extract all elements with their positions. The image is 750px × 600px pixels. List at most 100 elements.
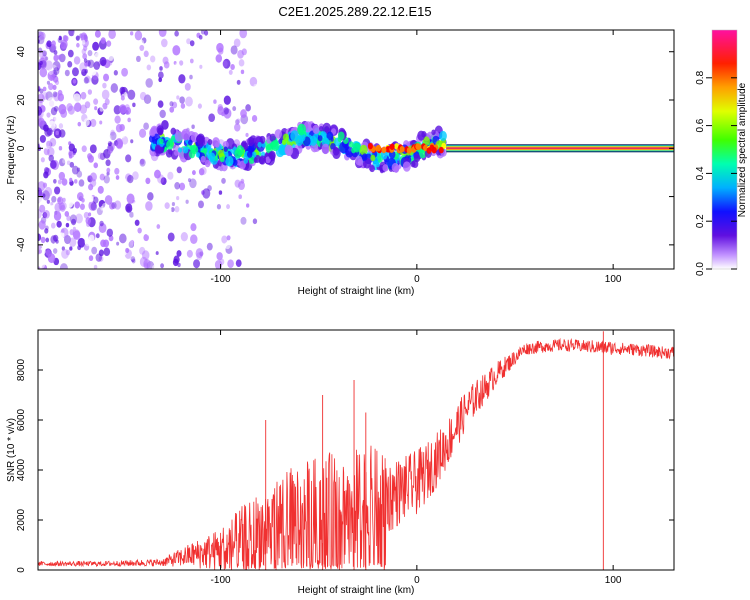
- noise-blob: [39, 88, 44, 94]
- noise-blob: [60, 231, 65, 238]
- noise-blob: [38, 195, 42, 203]
- noise-blob: [87, 175, 91, 180]
- noise-blob: [236, 118, 241, 124]
- spectrogram-x-tick-label: 100: [605, 274, 622, 285]
- noise-blob: [132, 102, 136, 108]
- noise-blob: [223, 95, 231, 105]
- noise-blob: [159, 241, 164, 246]
- track-blob: [182, 146, 189, 154]
- noise-blob: [115, 139, 124, 150]
- noise-blob: [171, 101, 178, 109]
- noise-blob: [94, 30, 101, 38]
- noise-blob: [60, 108, 68, 118]
- track-blob: [200, 155, 206, 163]
- track-blob: [271, 140, 280, 152]
- track-blob: [317, 135, 323, 142]
- noise-blob: [187, 117, 195, 128]
- track-blob: [170, 127, 177, 135]
- noise-blob: [88, 200, 97, 211]
- noise-blob: [230, 64, 235, 70]
- track-blob: [413, 153, 421, 163]
- noise-blob: [38, 220, 46, 230]
- snr-y-tick-label: 6000: [16, 408, 27, 431]
- noise-blob: [108, 30, 116, 40]
- noise-blob: [221, 111, 225, 117]
- track-blob: [188, 149, 196, 159]
- noise-blob: [44, 228, 49, 234]
- noise-blob: [190, 223, 197, 232]
- track-blob: [278, 138, 283, 145]
- noise-blob: [52, 248, 58, 254]
- noise-blob: [139, 91, 147, 101]
- noise-blob: [139, 158, 145, 165]
- noise-blob: [73, 30, 79, 37]
- noise-blob: [198, 168, 205, 176]
- noise-blob: [103, 175, 110, 184]
- track-hot-blob: [381, 146, 387, 154]
- track-blob: [380, 150, 388, 160]
- noise-blob: [88, 155, 94, 163]
- noise-blob: [106, 51, 114, 61]
- noise-blob: [145, 78, 153, 88]
- noise-blob: [111, 44, 118, 53]
- noise-blob: [158, 30, 167, 38]
- noise-blob: [46, 199, 50, 204]
- noise-blob: [87, 50, 93, 57]
- noise-blob: [223, 177, 227, 183]
- track-blob: [297, 123, 307, 136]
- noise-blob: [39, 31, 46, 40]
- noise-blob: [185, 199, 189, 204]
- noise-blob: [45, 249, 51, 256]
- noise-blob: [39, 134, 46, 143]
- noise-blob: [47, 97, 56, 108]
- track-blob: [243, 158, 249, 164]
- noise-blob: [83, 45, 88, 52]
- noise-blob: [189, 74, 193, 80]
- noise-blob: [179, 96, 185, 104]
- track-hot-blob: [389, 143, 395, 150]
- noise-blob: [186, 38, 191, 45]
- noise-blob: [42, 182, 48, 188]
- colorbar: 0.0 0.2 0.4 0.6 0.8 Normalized spectral ampl…: [695, 29, 748, 276]
- noise-blob: [48, 83, 54, 91]
- noise-blob: [227, 76, 232, 83]
- noise-blob: [197, 103, 202, 109]
- noise-blob: [253, 84, 258, 89]
- colorbar-label: Normalized spectral amplitude: [737, 82, 748, 217]
- noise-blob: [180, 103, 186, 109]
- track-blob: [148, 135, 155, 143]
- track-hot-blob: [376, 144, 382, 152]
- noise-blob: [49, 137, 57, 147]
- noise-blob: [235, 259, 242, 267]
- noise-blob: [160, 177, 167, 186]
- snr-x-label: Height of straight line (km): [298, 585, 415, 596]
- noise-blob: [130, 252, 137, 261]
- noise-blob: [61, 254, 69, 264]
- track-blob: [352, 142, 361, 153]
- track-blob: [241, 140, 247, 148]
- noise-blob: [180, 231, 188, 242]
- noise-blob: [199, 42, 206, 51]
- noise-blob: [94, 52, 102, 61]
- track-blob: [247, 150, 253, 158]
- noise-blob: [235, 119, 240, 125]
- noise-blob: [50, 107, 58, 116]
- noise-blob: [80, 32, 88, 42]
- noise-blob: [53, 67, 60, 75]
- noise-blob: [57, 196, 64, 205]
- noise-blob: [167, 207, 172, 213]
- spectrogram-frame: [37, 29, 675, 270]
- track-blob: [326, 131, 334, 141]
- spectrogram-y-label: Frequency (Hz): [6, 116, 17, 185]
- noise-blob: [89, 178, 97, 187]
- noise-blob: [172, 177, 179, 185]
- noise-blob: [68, 143, 76, 152]
- noise-blob: [190, 234, 198, 245]
- noise-blob: [58, 171, 66, 181]
- noise-blob: [99, 106, 104, 112]
- noise-blob: [104, 134, 110, 142]
- track-blob: [202, 147, 208, 154]
- track-blob: [402, 161, 411, 172]
- noise-blob: [46, 40, 52, 48]
- noise-blob: [60, 39, 68, 50]
